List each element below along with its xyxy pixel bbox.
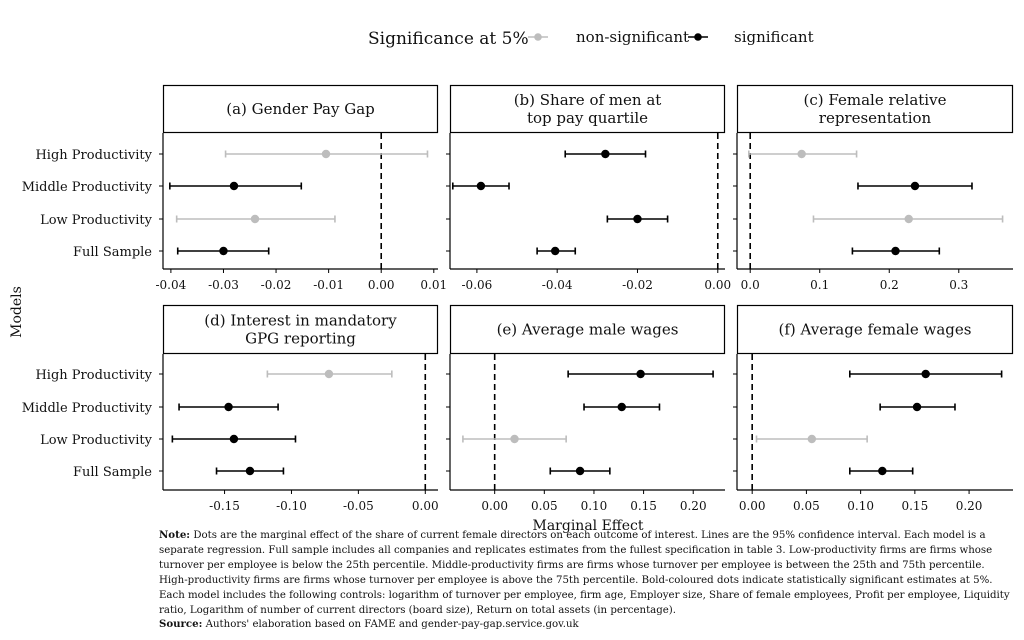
panel-2-estimate-point [550, 246, 560, 256]
panel-5-strip [449, 304, 726, 355]
panel-1-estimate-point [229, 181, 239, 191]
panel-2-strip [449, 84, 726, 134]
panel-3-x-tick-label: 0.2 [880, 278, 899, 292]
panel-1-x-tick-label: -0.04 [155, 278, 186, 292]
panel-6-x-tick-label: 0.10 [847, 499, 874, 513]
panel-6-strip [736, 304, 1014, 355]
panel-6-x-tick-label: 0.00 [739, 499, 766, 513]
panel-2-x-tick-label: -0.02 [622, 278, 653, 292]
panel-6-x-tick-label: 0.20 [956, 499, 983, 513]
panel-3-estimate-point [797, 149, 806, 159]
panel-5-x-tick-label: 0.20 [680, 499, 707, 513]
panel-1-estimate-point [219, 246, 228, 256]
panel-4-y-tick-label: Full Sample [73, 465, 152, 480]
panel-3-estimate-point [910, 181, 920, 191]
panel-5-estimate-point [575, 466, 585, 476]
panel-2-estimate-point [633, 214, 642, 224]
panel-1-x-tick-label: -0.03 [208, 278, 239, 292]
panel-5-x-tick-label: 0.00 [481, 499, 508, 513]
panel-1-x-tick-label: 0.00 [368, 278, 395, 292]
panel-5-x-tick-label: 0.05 [531, 499, 558, 513]
panel-4-estimate-point [245, 466, 255, 476]
panel-3-x-tick-label: 0.1 [810, 278, 829, 292]
panel-4-title-line-2: GPG reporting [245, 330, 356, 348]
panel-6-estimate-point [878, 466, 887, 476]
panel-6-x-tick-label: 0.15 [901, 499, 928, 513]
panel-2-x-tick-label: 0.00 [704, 278, 731, 292]
panel-5-estimate-point [510, 434, 519, 444]
legend-key-dot-1 [694, 33, 702, 41]
panel-6-estimate-point [807, 434, 817, 444]
panel-6-title: (f) Average female wages [779, 321, 972, 339]
panel-1-y-tick-label: Low Productivity [40, 213, 153, 228]
panel-6-estimate-point [921, 369, 930, 379]
panel-2-title-line-1: (b) Share of men at [514, 91, 662, 109]
panel-3-x-tick-label: 0.3 [949, 278, 968, 292]
legend-label-0: non-significant [576, 28, 689, 46]
panel-4-y-tick-label: Low Productivity [40, 433, 153, 448]
panel-3-title-line-2: representation [819, 109, 932, 127]
figure-source: Source: Authors' elaboration based on FA… [159, 617, 1011, 632]
panel-1-estimate-point [250, 214, 260, 224]
note-label: Note: [159, 529, 191, 541]
panel-2-x-tick-label: -0.04 [542, 278, 573, 292]
panel-3-strip [736, 84, 1014, 134]
y-axis-title: Models [9, 286, 25, 338]
panel-6-x-tick-label: 0.05 [793, 499, 820, 513]
panel-4-y-tick-label: Middle Productivity [22, 401, 153, 416]
panel-2-x-tick-label: -0.06 [462, 278, 493, 292]
panel-4-x-tick-label: 0.00 [412, 499, 439, 513]
source-label: Source: [159, 618, 203, 630]
panel-4-estimate-point [324, 369, 334, 379]
panel-1-strip [162, 84, 439, 134]
panel-6-estimate-point [912, 402, 922, 412]
panel-2-estimate-point [601, 149, 610, 159]
panel-1-x-tick-label: -0.01 [313, 278, 344, 292]
note-text: Dots are the marginal effect of the shar… [159, 530, 1010, 616]
panel-3-title-line-1: (c) Female relative [804, 91, 947, 109]
panel-4-strip [162, 304, 439, 355]
panel-5-title: (e) Average male wages [497, 321, 679, 339]
x-axis-title: Marginal Effect [532, 518, 643, 534]
panel-2-estimate-point [476, 181, 486, 191]
panel-4-estimate-point [229, 434, 239, 444]
panel-1-y-tick-label: High Productivity [35, 148, 152, 163]
panel-5-x-tick-label: 0.10 [581, 499, 608, 513]
panel-4-x-tick-label: -0.15 [209, 499, 240, 513]
source-text: Authors' elaboration based on FAME and g… [205, 619, 579, 630]
panel-3-estimate-point [904, 214, 913, 224]
legend-label-1: significant [734, 28, 814, 46]
panel-5-x-tick-label: 0.15 [630, 499, 657, 513]
panel-1-y-tick-label: Middle Productivity [22, 180, 153, 195]
panel-4-y-tick-label: High Productivity [35, 368, 152, 383]
legend-title: Significance at 5% [368, 29, 529, 49]
panel-1-y-tick-label: Full Sample [73, 245, 152, 260]
panel-1-x-tick-label: 0.01 [420, 278, 447, 292]
panel-2-title-line-2: top pay quartile [527, 109, 648, 127]
panel-1-estimate-point [321, 149, 331, 159]
panel-1-x-tick-label: -0.02 [261, 278, 292, 292]
panel-4-x-tick-label: -0.05 [343, 499, 374, 513]
panel-3-x-tick-label: 0.0 [741, 278, 760, 292]
legend-key-dot-0 [534, 33, 542, 41]
panel-3-estimate-point [891, 246, 900, 256]
panel-4-estimate-point [224, 402, 233, 412]
panel-4-title-line-1: (d) Interest in mandatory [204, 312, 397, 330]
figure-note: Note: Dots are the marginal effect of th… [159, 528, 1011, 618]
panel-5-estimate-point [617, 402, 626, 412]
panel-5-estimate-point [636, 369, 645, 379]
panel-4-x-tick-label: -0.10 [276, 499, 307, 513]
panel-1-title: (a) Gender Pay Gap [226, 100, 374, 118]
